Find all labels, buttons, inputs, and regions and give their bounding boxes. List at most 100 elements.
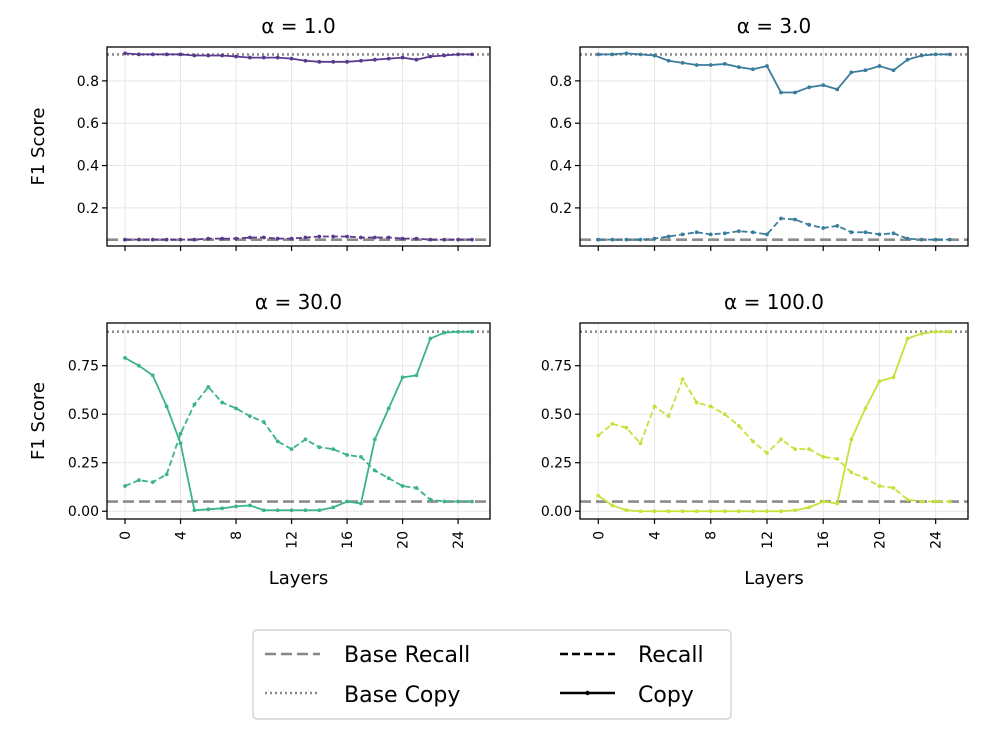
series-line-recall [125,235,472,241]
data-point-recall [863,230,868,235]
data-point-recall [331,447,336,452]
data-point-recall [624,237,629,242]
data-point-recall [793,217,797,222]
data-point-copy [835,501,840,506]
y-tick-label: 0.4 [550,159,572,175]
data-point-recall [261,420,266,424]
series-line-recall [124,386,472,503]
data-point-recall [596,433,601,438]
y-tick-label: 0.2 [77,201,99,217]
y-tick-label: 0.00 [541,504,572,520]
y-tick-label: 0.25 [68,456,99,472]
data-point-recall [123,484,127,488]
data-point-recall [303,235,308,240]
data-point-copy [359,501,363,506]
data-point-recall [765,451,769,455]
data-point-recall [456,499,460,504]
data-point-recall [386,476,391,481]
data-point-copy [178,441,183,446]
data-point-recall [150,237,155,242]
data-point-recall [905,497,910,502]
data-point-recall [694,400,699,405]
series-line-recall [598,217,950,241]
x-tick-label: 12 [285,531,301,549]
data-point-recall [317,445,322,450]
data-point-copy [765,509,769,514]
panel-alpha-1: 0.2 0.4 0.6 0.8 α = 1.0 F1 Score [28,14,491,251]
data-point-recall [638,441,643,446]
data-point-copy [708,509,713,514]
data-point-copy [905,57,910,62]
data-point-copy [708,63,713,67]
data-point-copy [891,375,896,380]
data-point-copy [137,52,141,57]
data-point-copy [610,52,615,57]
data-point-recall [891,486,896,490]
data-point-recall [137,478,141,483]
series-line-copy [598,52,950,94]
data-point-copy [248,55,252,60]
legend-label-base-copy: Base Copy [344,683,460,708]
data-point-copy [470,329,474,334]
data-point-copy [456,329,460,334]
data-point-copy [624,51,629,56]
data-point-recall [779,437,783,442]
x-tick-label: 24 [929,531,945,549]
data-point-copy [877,379,882,384]
data-point-copy [863,406,868,411]
data-point-recall [345,453,349,457]
data-point-copy [751,67,755,72]
data-point-copy [456,52,460,57]
data-point-copy [933,52,938,57]
data-point-copy [877,64,882,68]
plot-frame [579,46,969,247]
data-point-recall [248,235,252,240]
data-point-recall [947,237,952,242]
panel-title: α = 1.0 [261,14,335,38]
data-point-copy [261,55,266,60]
legend-marker-copy [585,690,590,696]
data-point-copy [206,53,211,58]
data-point-recall [220,236,225,241]
legend-item-copy: Copy [560,683,694,708]
data-point-copy [275,508,280,513]
series-line-copy [597,330,950,513]
data-point-copy [891,68,896,73]
data-point-recall [919,499,924,504]
data-point-recall [722,231,727,236]
plot-frame [106,46,491,247]
data-point-copy [807,85,812,90]
x-tick-label: 8 [704,531,720,540]
data-point-copy [470,52,474,57]
data-point-copy [849,70,854,75]
data-point-copy [331,59,336,64]
data-point-copy [123,51,127,56]
data-point-recall [835,223,840,228]
data-point-copy [947,329,952,334]
data-point-recall [863,476,868,481]
data-point-copy [652,509,657,514]
panel-alpha-3: 0.2 0.4 0.6 0.8 α = 3.0 [550,14,969,251]
series-line-copy [124,330,472,512]
data-point-recall [779,216,783,221]
data-point-copy [919,53,924,58]
x-tick-label: 0 [118,531,134,540]
data-point-recall [359,455,363,459]
y-axis-label: F1 Score [28,108,49,186]
data-point-copy [220,53,225,58]
y-axis-label: F1 Score [28,382,49,460]
data-point-recall [736,229,741,234]
data-point-recall [919,237,924,242]
data-point-recall [610,237,615,242]
data-point-recall [708,232,713,237]
y-tick-label: 0.25 [541,456,572,472]
data-point-recall [275,439,280,444]
legend-box [252,629,732,720]
data-point-recall [680,232,685,237]
data-point-copy [414,373,419,378]
data-point-recall [933,499,938,504]
series-line-copy [124,52,472,63]
data-point-copy [331,505,336,510]
data-point-copy [736,509,741,514]
data-point-copy [372,437,377,442]
